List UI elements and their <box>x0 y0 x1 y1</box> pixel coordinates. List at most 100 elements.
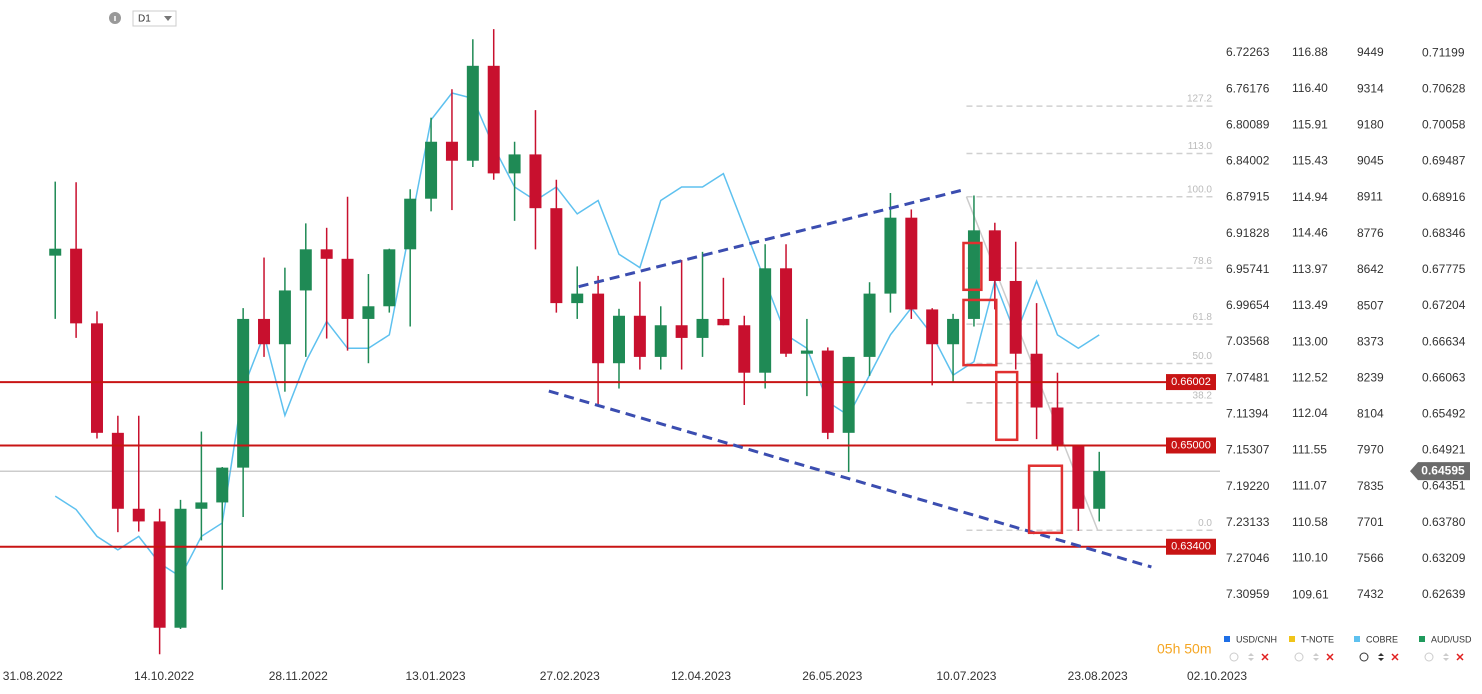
y-tick-label: 8104 <box>1357 407 1384 421</box>
y-tick-label: 115.43 <box>1292 153 1328 167</box>
legend-label: AUD/USD <box>1431 634 1472 644</box>
candle-body <box>988 230 1001 281</box>
y-tick-label: 8911 <box>1357 190 1383 204</box>
y-tick-label: 7.11394 <box>1226 407 1269 421</box>
candle-body <box>132 508 145 522</box>
y-tick-label: 7970 <box>1357 443 1384 457</box>
eye-icon[interactable] <box>1229 652 1239 662</box>
y-tick-label: 113.49 <box>1292 298 1328 312</box>
current-price-tag <box>1410 462 1470 481</box>
candle-body <box>362 306 375 319</box>
candle-body <box>404 198 417 250</box>
eye-icon[interactable] <box>1294 652 1304 662</box>
y-tick-label: 111.07 <box>1292 478 1327 492</box>
fib-label: 127.2 <box>1187 94 1212 105</box>
remove-icon[interactable] <box>1456 653 1464 661</box>
candle-body <box>967 230 980 319</box>
legend-controls[interactable] <box>1424 652 1464 662</box>
candle-body <box>654 325 667 357</box>
remove-icon[interactable] <box>1261 653 1269 661</box>
legend-controls[interactable] <box>1294 652 1334 662</box>
candle-body <box>487 65 500 174</box>
y-tick-label: 7.19220 <box>1226 479 1270 493</box>
remove-icon[interactable] <box>1326 653 1334 661</box>
candle-body <box>195 502 208 509</box>
candle-body <box>466 65 479 161</box>
y-tick-label: 7.03568 <box>1226 334 1270 348</box>
legend-swatch <box>1354 636 1360 642</box>
candle-body <box>320 249 333 259</box>
y-tick-label: 116.88 <box>1292 45 1328 59</box>
trendline <box>578 188 964 289</box>
y-tick-label: 116.40 <box>1292 81 1328 95</box>
y-tick-label: 7835 <box>1357 479 1384 493</box>
move-icon[interactable] <box>1443 653 1449 661</box>
box <box>962 298 998 367</box>
legend-label: USD/CNH <box>1236 634 1277 644</box>
y-tick-label: 6.95741 <box>1226 262 1270 276</box>
y-tick-label: 0.64351 <box>1422 479 1466 493</box>
y-tick-label: 0.64921 <box>1422 443 1466 457</box>
candle-body <box>800 350 813 354</box>
level-label-box <box>1166 437 1216 454</box>
y-tick-label: 0.66063 <box>1422 370 1466 384</box>
trendline <box>548 389 1152 569</box>
y-tick-label: 7432 <box>1357 587 1384 601</box>
candle-body <box>1030 353 1043 408</box>
timeframe-select[interactable] <box>132 10 177 27</box>
box <box>1027 464 1064 535</box>
timeframe: D1 <box>138 14 151 25</box>
x-tick-label: 26.05.2023 <box>802 669 862 683</box>
candle-body <box>884 217 897 294</box>
candle-body <box>759 268 772 373</box>
candle-body <box>70 248 83 324</box>
legend-swatch <box>1419 636 1425 642</box>
y-tick-label: 0.67204 <box>1422 298 1466 312</box>
y-tick-label: 8776 <box>1357 226 1384 240</box>
candle-body <box>612 315 625 364</box>
y-tick-label: 0.70058 <box>1422 118 1466 132</box>
remove-icon[interactable] <box>1391 653 1399 661</box>
move-icon[interactable] <box>1378 653 1384 661</box>
y-tick-label: 0.62639 <box>1422 587 1466 601</box>
candle-body <box>174 508 187 628</box>
x-tick-label: 31.08.2022 <box>3 669 63 683</box>
candle-body <box>237 318 250 468</box>
x-tick-label: 12.04.2023 <box>671 669 731 683</box>
level-label: 0.66002 <box>1171 376 1211 388</box>
y-tick-label: 7.27046 <box>1226 551 1270 565</box>
plot <box>0 29 1220 655</box>
level-label-box <box>1166 374 1216 391</box>
box <box>995 370 1019 442</box>
candle-body <box>738 325 751 373</box>
candle-body <box>216 467 229 503</box>
eye-icon[interactable] <box>1424 652 1434 662</box>
candle-body <box>633 315 646 357</box>
y-tick-label: 7.07481 <box>1226 370 1270 384</box>
y-tick-label: 6.76176 <box>1226 81 1270 95</box>
legend-label: T-NOTE <box>1301 634 1334 644</box>
eye-icon[interactable] <box>1359 652 1369 662</box>
candle-body <box>111 432 124 509</box>
move-icon[interactable] <box>1248 653 1254 661</box>
candle-body <box>717 318 730 326</box>
legend-controls[interactable] <box>1229 652 1269 662</box>
candle-body <box>445 141 458 161</box>
y-tick-label: 0.68916 <box>1422 190 1466 204</box>
y-tick-label: 6.80089 <box>1226 117 1270 131</box>
legend-swatch <box>1289 636 1295 642</box>
move-icon[interactable] <box>1313 653 1319 661</box>
candle-body <box>675 325 688 338</box>
fib-label: 100.0 <box>1187 184 1212 195</box>
legend-label: COBRE <box>1366 634 1398 644</box>
y-tick-label: 0.66634 <box>1422 334 1466 348</box>
current-price-label: 0.64595 <box>1421 463 1465 477</box>
candle-body <box>49 248 62 256</box>
candle-body <box>425 141 438 199</box>
y-tick-label: 113.00 <box>1292 334 1328 348</box>
y-tick-label: 8373 <box>1357 334 1384 348</box>
y-tick-label: 6.72263 <box>1226 45 1270 59</box>
legend-controls[interactable] <box>1359 652 1399 662</box>
fib-label: 78.6 <box>1193 256 1213 267</box>
